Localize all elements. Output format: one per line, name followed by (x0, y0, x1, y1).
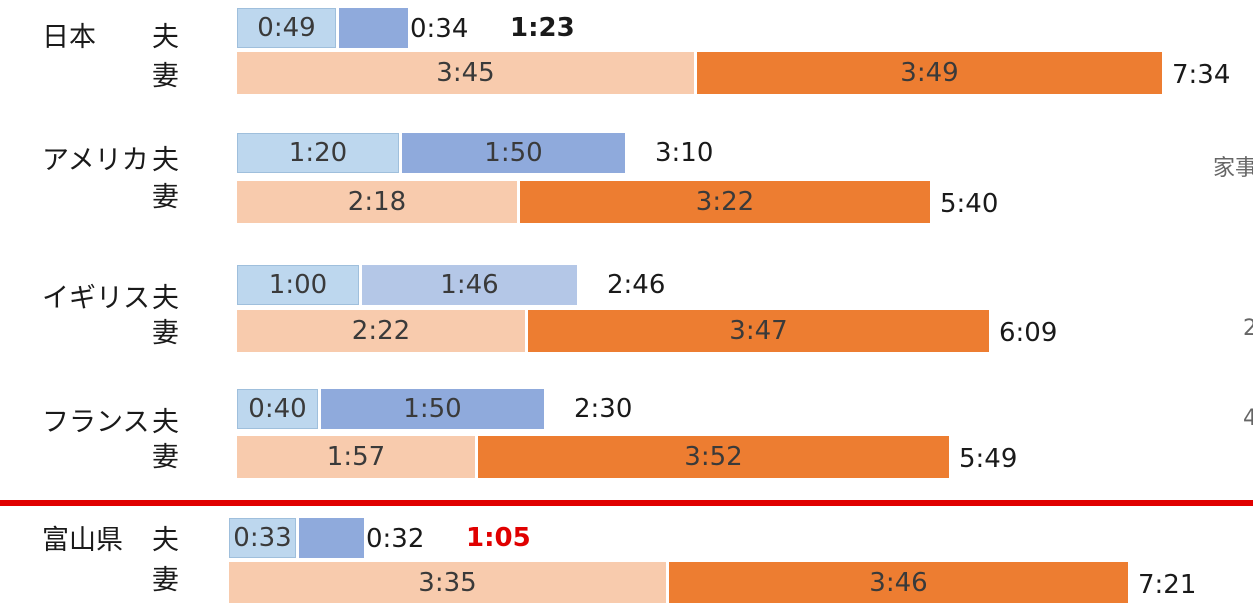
bar-husband-1: 1:00 (237, 265, 359, 305)
bar-wife-1: 2:22 (237, 310, 525, 352)
divider-line (0, 500, 1253, 506)
cut-off-text: 4 (1243, 406, 1253, 431)
bar-wife-1: 2:18 (237, 181, 517, 223)
bar-husband-2: 1:50 (321, 389, 544, 429)
husband-label: 夫 (152, 145, 179, 176)
bar-husband-2: 1:50 (402, 133, 625, 173)
category-label: 富山県 (42, 525, 123, 556)
wife-total-label: 7:34 (1172, 60, 1231, 90)
wife-label: 妻 (152, 61, 179, 92)
wife-label: 妻 (152, 318, 179, 349)
bar-wife-1: 3:45 (237, 52, 694, 94)
category-label: フランス (42, 407, 150, 438)
bar-husband-2-label: 0:34 (410, 14, 469, 44)
bar-husband-2 (299, 518, 364, 558)
wife-total-label: 5:49 (959, 444, 1018, 474)
husband-total-label: 2:46 (607, 270, 666, 300)
husband-label: 夫 (152, 22, 179, 53)
cut-off-text: 家事 (1213, 156, 1253, 181)
bar-husband-1: 1:20 (237, 133, 399, 173)
wife-label: 妻 (152, 565, 179, 596)
bar-husband-1: 0:33 (229, 518, 296, 558)
bar-wife-1: 3:35 (229, 562, 666, 603)
wife-total-label: 5:40 (940, 189, 999, 219)
bar-husband-2 (339, 8, 408, 48)
husband-total-label: 1:05 (466, 523, 531, 553)
bar-wife-2: 3:52 (478, 436, 949, 478)
husband-total-label: 1:23 (510, 13, 575, 43)
bar-wife-2: 3:49 (697, 52, 1162, 94)
wife-label: 妻 (152, 442, 179, 473)
category-label: 日本 (42, 22, 96, 53)
bar-wife-1: 1:57 (237, 436, 475, 478)
bar-husband-1: 0:49 (237, 8, 336, 48)
wife-label: 妻 (152, 182, 179, 213)
bar-wife-2: 3:22 (520, 181, 930, 223)
husband-label: 夫 (152, 283, 179, 314)
bar-husband-1: 0:40 (237, 389, 318, 429)
category-label: イギリス (42, 283, 150, 314)
husband-label: 夫 (152, 525, 179, 556)
wife-total-label: 6:09 (999, 318, 1058, 348)
cut-off-text: 2 (1243, 316, 1253, 341)
husband-total-label: 2:30 (574, 394, 633, 424)
bar-wife-2: 3:47 (528, 310, 989, 352)
category-label: アメリカ (42, 145, 149, 176)
bar-husband-2-label: 0:32 (366, 524, 425, 554)
bar-wife-2: 3:46 (669, 562, 1128, 603)
bar-husband-2: 1:46 (362, 265, 577, 305)
husband-label: 夫 (152, 407, 179, 438)
wife-total-label: 7:21 (1138, 570, 1197, 600)
husband-total-label: 3:10 (655, 138, 714, 168)
